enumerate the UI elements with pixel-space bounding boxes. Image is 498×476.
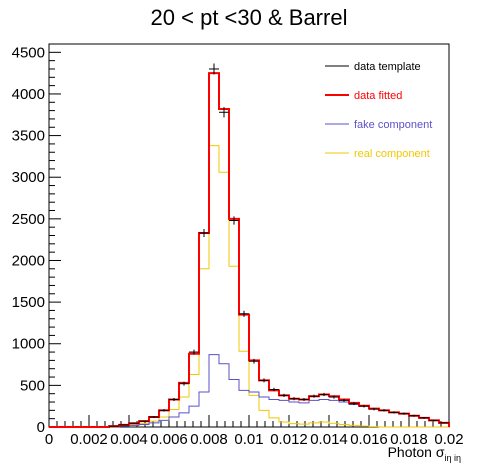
- y-tick-label: 1000: [12, 336, 45, 353]
- x-tick-label: 0.012: [270, 431, 308, 448]
- data-point: [239, 311, 249, 317]
- data-point: [319, 393, 329, 396]
- legend-item: fake component: [325, 119, 432, 131]
- y-axis: 0 500 1000 1500 2000 2500 3000 3500 4000 4500: [12, 44, 61, 436]
- y-tick-label: 3000: [12, 169, 45, 186]
- legend: data template data fitted fake component re…: [325, 61, 432, 160]
- chart-title: 20 < pt <30 & Barrel: [151, 5, 348, 30]
- series-real-component: [49, 146, 449, 427]
- series-line: [49, 146, 449, 427]
- data-point: [169, 398, 179, 401]
- data-point: [129, 423, 139, 424]
- y-tick-label: 2000: [12, 252, 45, 269]
- legend-label: data template: [354, 61, 421, 73]
- x-tick-label: 0: [45, 431, 53, 448]
- data-point: [139, 420, 149, 421]
- y-tick-label: 1500: [12, 294, 45, 311]
- legend-item: real component: [325, 148, 430, 160]
- legend-label: data fitted: [354, 90, 402, 102]
- y-tick-label: 2500: [12, 211, 45, 228]
- data-point: [289, 397, 299, 400]
- legend-label: real component: [354, 148, 430, 160]
- x-tick-label: 0.002: [70, 431, 108, 448]
- x-tick-label: 0.008: [190, 431, 228, 448]
- x-axis-label-main: Photon σ: [388, 444, 445, 460]
- x-tick-label: 0.004: [110, 431, 148, 448]
- data-point: [109, 426, 119, 427]
- x-tick-label: 0.006: [150, 431, 188, 448]
- data-point: [279, 394, 289, 397]
- data-point: [119, 425, 129, 426]
- legend-item: data fitted: [325, 90, 402, 102]
- data-point: [309, 395, 319, 398]
- data-point: [299, 398, 309, 401]
- x-tick-label: 0.01: [234, 431, 263, 448]
- x-axis-label-subscript: iη iη: [444, 453, 461, 463]
- legend-label: fake component: [354, 119, 432, 131]
- x-tick-label: 0.014: [310, 431, 348, 448]
- y-tick-label: 3500: [12, 128, 45, 145]
- data-point: [229, 216, 239, 224]
- y-tick-label: 0: [37, 419, 45, 436]
- data-point: [199, 229, 209, 237]
- series-data-template: [109, 64, 449, 427]
- legend-item: data template: [325, 61, 421, 73]
- y-tick-label: 500: [20, 377, 45, 394]
- y-tick-label: 4500: [12, 44, 45, 61]
- y-tick-label: 4000: [12, 86, 45, 103]
- data-point: [259, 378, 269, 382]
- data-point: [439, 422, 449, 423]
- x-tick-label: 0.016: [350, 431, 388, 448]
